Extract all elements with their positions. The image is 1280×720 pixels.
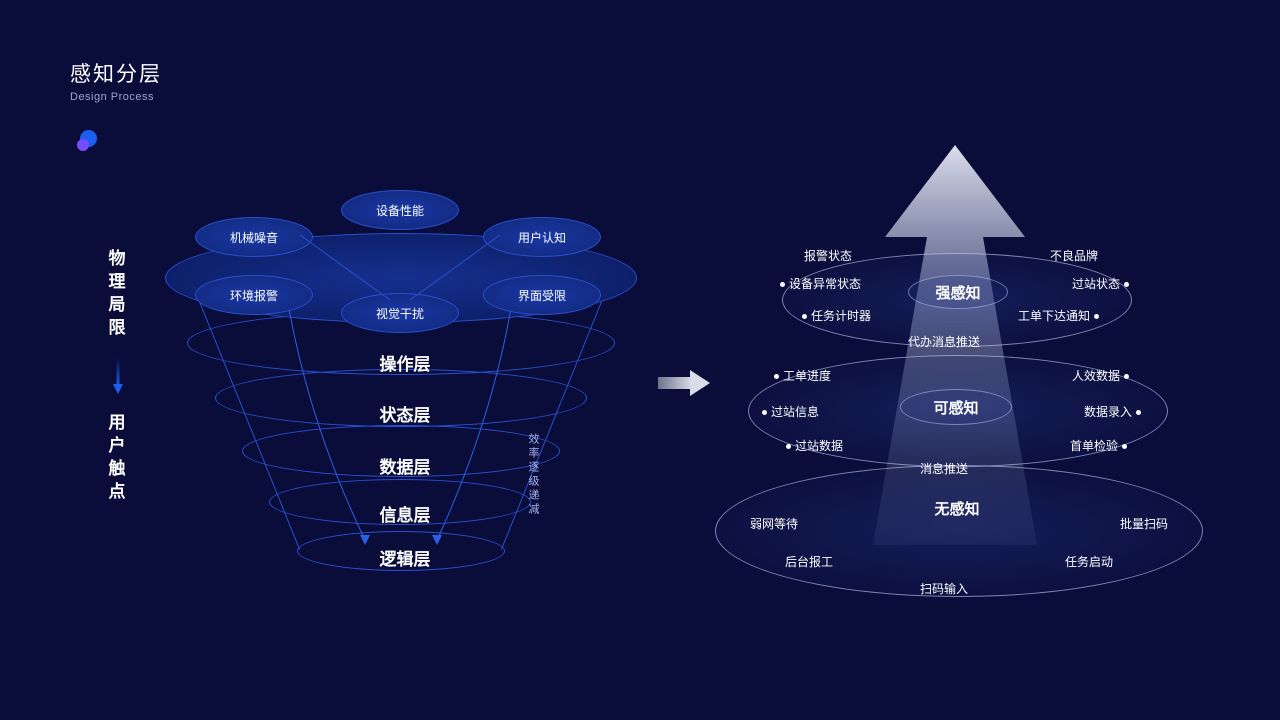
funnel-layer: 信息层: [175, 501, 635, 526]
tag: 过站数据: [782, 437, 843, 454]
funnel-layer: 逻辑层: [175, 545, 635, 570]
perception-stack: 无感知 弱网等待 批量扫码 后台报工 任务启动 扫码输入 可感知 工单进度 人效…: [720, 155, 1230, 635]
down-arrow-icon: [112, 358, 124, 396]
tag: 过站信息: [758, 403, 819, 420]
level-label: 无感知: [898, 490, 1016, 526]
tag: 后台报工: [785, 553, 833, 570]
tag: 代办消息推送: [908, 333, 980, 350]
page-header: 感知分层 Design Process: [40, 58, 162, 103]
tag: 任务计时器: [798, 307, 871, 324]
tag: 扫码输入: [920, 580, 968, 597]
left-label-top: 物理局限: [108, 248, 126, 340]
tag: 工单下达通知: [1018, 307, 1103, 324]
tag: 批量扫码: [1120, 515, 1168, 532]
tag: 工单进度: [770, 367, 831, 384]
tag: 首单检验: [1070, 437, 1131, 454]
tag: 人效数据: [1072, 367, 1133, 384]
tag: 设备异常状态: [776, 275, 861, 292]
level-label: 可感知: [900, 389, 1012, 425]
bubble: 环境报警: [195, 275, 313, 315]
bubble: 用户认知: [483, 217, 601, 257]
tag: 任务启动: [1065, 553, 1113, 570]
bubble: 界面受限: [483, 275, 601, 315]
tag: 数据录入: [1084, 403, 1145, 420]
funnel-layer: 数据层: [175, 453, 635, 478]
bubble: 机械噪音: [195, 217, 313, 257]
tag: 弱网等待: [750, 515, 798, 532]
bubble-lines-icon: [300, 230, 500, 310]
tag: 报警状态: [804, 247, 852, 264]
side-label: 效率逐级递减: [525, 433, 541, 517]
page-title: 感知分层: [70, 58, 162, 88]
left-label-bottom: 用户触点: [108, 412, 126, 504]
tag: 消息推送: [920, 460, 968, 477]
bubble: 设备性能: [341, 190, 459, 230]
funnel-layer: 操作层: [175, 350, 635, 375]
funnel-diagram: 操作层 状态层 数据层 信息层 逻辑层 机械噪音 设备性能 用户认知 环境报警 …: [175, 175, 635, 595]
tag: 不良品牌: [1050, 247, 1098, 264]
tag: 过站状态: [1072, 275, 1133, 292]
level-label: 强感知: [908, 275, 1008, 309]
funnel-layer: 状态层: [175, 401, 635, 426]
center-arrow-icon: [658, 368, 713, 398]
page-subtitle: Design Process: [70, 91, 162, 103]
